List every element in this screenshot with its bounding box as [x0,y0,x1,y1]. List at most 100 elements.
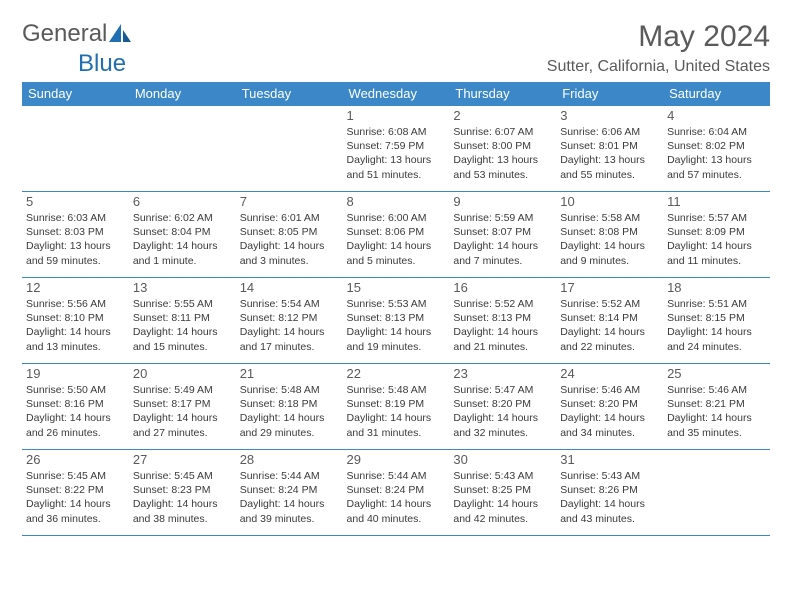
logo-text-1: General [22,20,107,47]
daylight-text: Daylight: 14 hours and 42 minutes. [453,497,552,525]
sunset-text: Sunset: 8:24 PM [240,483,339,497]
day-info: Sunrise: 6:06 AMSunset: 8:01 PMDaylight:… [560,125,659,182]
daylight-text: Daylight: 13 hours and 59 minutes. [26,239,125,267]
daylight-text: Daylight: 14 hours and 9 minutes. [560,239,659,267]
day-info: Sunrise: 5:44 AMSunset: 8:24 PMDaylight:… [240,469,339,526]
sunrise-text: Sunrise: 6:07 AM [453,125,552,139]
day-info: Sunrise: 6:03 AMSunset: 8:03 PMDaylight:… [26,211,125,268]
location: Sutter, California, United States [547,58,770,76]
daylight-text: Daylight: 14 hours and 40 minutes. [347,497,446,525]
daylight-text: Daylight: 13 hours and 51 minutes. [347,153,446,181]
sunset-text: Sunset: 8:14 PM [560,311,659,325]
sunset-text: Sunset: 8:05 PM [240,225,339,239]
day-number: 24 [560,366,659,381]
sunset-text: Sunset: 8:23 PM [133,483,232,497]
sunrise-text: Sunrise: 5:47 AM [453,383,552,397]
sunset-text: Sunset: 8:02 PM [667,139,766,153]
sunset-text: Sunset: 8:20 PM [560,397,659,411]
day-number: 9 [453,194,552,209]
header: General Blue May 2024 Sutter, California,… [22,20,770,76]
sunrise-text: Sunrise: 5:46 AM [560,383,659,397]
calendar-cell: 2Sunrise: 6:07 AMSunset: 8:00 PMDaylight… [449,106,556,192]
day-header: Saturday [663,82,770,106]
sunrise-text: Sunrise: 5:45 AM [26,469,125,483]
day-number: 15 [347,280,446,295]
sunrise-text: Sunrise: 5:59 AM [453,211,552,225]
daylight-text: Daylight: 14 hours and 13 minutes. [26,325,125,353]
sunset-text: Sunset: 8:07 PM [453,225,552,239]
sunrise-text: Sunrise: 5:43 AM [560,469,659,483]
logo-text-2: Blue [78,50,126,77]
daylight-text: Daylight: 14 hours and 26 minutes. [26,411,125,439]
calendar-week-row: 19Sunrise: 5:50 AMSunset: 8:16 PMDayligh… [22,364,770,450]
day-header: Sunday [22,82,129,106]
daylight-text: Daylight: 14 hours and 19 minutes. [347,325,446,353]
sunset-text: Sunset: 8:08 PM [560,225,659,239]
sunrise-text: Sunrise: 5:53 AM [347,297,446,311]
calendar-cell: 18Sunrise: 5:51 AMSunset: 8:15 PMDayligh… [663,278,770,364]
sunrise-text: Sunrise: 5:56 AM [26,297,125,311]
daylight-text: Daylight: 13 hours and 57 minutes. [667,153,766,181]
sunrise-text: Sunrise: 5:52 AM [560,297,659,311]
day-info: Sunrise: 5:57 AMSunset: 8:09 PMDaylight:… [667,211,766,268]
sunrise-text: Sunrise: 6:01 AM [240,211,339,225]
day-info: Sunrise: 5:48 AMSunset: 8:19 PMDaylight:… [347,383,446,440]
daylight-text: Daylight: 14 hours and 34 minutes. [560,411,659,439]
sunset-text: Sunset: 8:13 PM [347,311,446,325]
calendar-cell: 21Sunrise: 5:48 AMSunset: 8:18 PMDayligh… [236,364,343,450]
sunrise-text: Sunrise: 5:45 AM [133,469,232,483]
day-number: 12 [26,280,125,295]
calendar-cell: 28 Sunrise: 5:44 AMSunset: 8:24 PMDayligh… [236,450,343,536]
daylight-text: Daylight: 14 hours and 22 minutes. [560,325,659,353]
day-number: 16 [453,280,552,295]
calendar-cell [129,106,236,192]
sunrise-text: Sunrise: 5:48 AM [347,383,446,397]
calendar-cell: 19Sunrise: 5:50 AMSunset: 8:16 PMDayligh… [22,364,129,450]
day-header: Thursday [449,82,556,106]
day-info: Sunrise: 6:08 AMSunset: 7:59 PMDaylight:… [347,125,446,182]
daylight-text: Daylight: 14 hours and 5 minutes. [347,239,446,267]
day-header: Wednesday [343,82,450,106]
day-number: 28 [240,452,339,467]
sunset-text: Sunset: 8:01 PM [560,139,659,153]
day-number: 1 [347,108,446,123]
day-info: Sunrise: 5:54 AMSunset: 8:12 PMDaylight:… [240,297,339,354]
calendar-cell: 14Sunrise: 5:54 AMSunset: 8:12 PMDayligh… [236,278,343,364]
day-number: 8 [347,194,446,209]
day-info: Sunrise: 5:52 AMSunset: 8:13 PMDaylight:… [453,297,552,354]
sunrise-text: Sunrise: 6:06 AM [560,125,659,139]
sunrise-text: Sunrise: 5:46 AM [667,383,766,397]
daylight-text: Daylight: 14 hours and 35 minutes. [667,411,766,439]
calendar-cell: 12Sunrise: 5:56 AMSunset: 8:10 PMDayligh… [22,278,129,364]
calendar-cell: 4Sunrise: 6:04 AMSunset: 8:02 PMDaylight… [663,106,770,192]
calendar-cell: 11Sunrise: 5:57 AMSunset: 8:09 PMDayligh… [663,192,770,278]
sunset-text: Sunset: 8:15 PM [667,311,766,325]
daylight-text: Daylight: 14 hours and 21 minutes. [453,325,552,353]
calendar-cell: 10Sunrise: 5:58 AMSunset: 8:08 PMDayligh… [556,192,663,278]
sunset-text: Sunset: 8:21 PM [667,397,766,411]
day-info: Sunrise: 5:46 AMSunset: 8:20 PMDaylight:… [560,383,659,440]
calendar-cell: 22Sunrise: 5:48 AMSunset: 8:19 PMDayligh… [343,364,450,450]
calendar-cell: 26Sunrise: 5:45 AMSunset: 8:22 PMDayligh… [22,450,129,536]
day-number: 27 [133,452,232,467]
day-header: Tuesday [236,82,343,106]
calendar-head: SundayMondayTuesdayWednesdayThursdayFrid… [22,82,770,106]
sunrise-text: Sunrise: 5:50 AM [26,383,125,397]
day-number: 20 [133,366,232,381]
month-title: May 2024 [547,20,770,54]
sunrise-text: Sunrise: 5:44 AM [347,469,446,483]
daylight-text: Daylight: 14 hours and 17 minutes. [240,325,339,353]
sunset-text: Sunset: 8:24 PM [347,483,446,497]
sunrise-text: Sunrise: 5:52 AM [453,297,552,311]
sunset-text: Sunset: 8:06 PM [347,225,446,239]
day-info: Sunrise: 5:45 AMSunset: 8:22 PMDaylight:… [26,469,125,526]
day-info: Sunrise: 6:01 AMSunset: 8:05 PMDaylight:… [240,211,339,268]
day-number: 5 [26,194,125,209]
sunrise-text: Sunrise: 6:08 AM [347,125,446,139]
title-block: May 2024 Sutter, California, United Stat… [547,20,770,76]
sunset-text: Sunset: 8:09 PM [667,225,766,239]
calendar-cell [236,106,343,192]
calendar-cell: 24 Sunrise: 5:46 AMSunset: 8:20 PMDayligh… [556,364,663,450]
calendar-cell: 1 Sunrise: 6:08 AMSunset: 7:59 PMDaylight… [343,106,450,192]
sunrise-text: Sunrise: 5:43 AM [453,469,552,483]
